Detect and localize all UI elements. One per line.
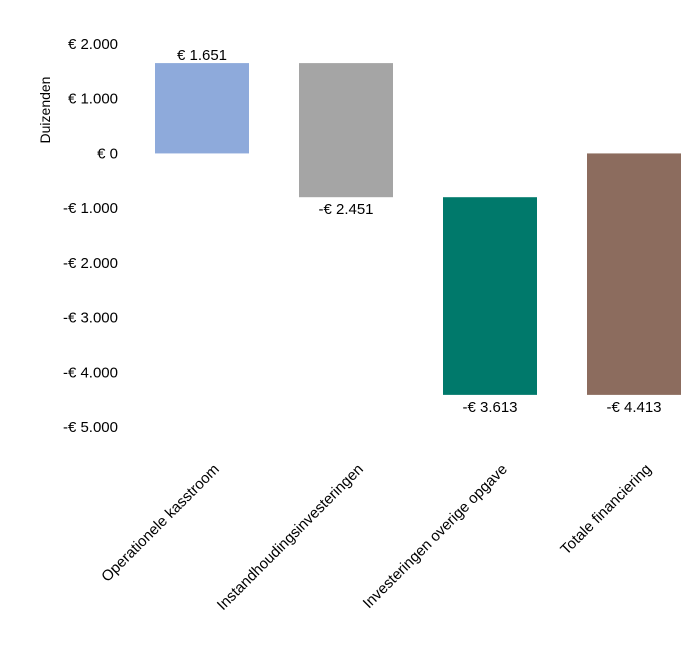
y-tick-label: € 0 (97, 145, 118, 162)
y-tick-label: -€ 2.000 (63, 255, 118, 272)
bars (155, 63, 681, 395)
y-tick-label: -€ 3.000 (63, 310, 118, 327)
bar (155, 63, 249, 154)
bar (299, 63, 393, 198)
bar (587, 153, 681, 395)
y-axis-ticks: € 2.000 € 1.000 € 0 -€ 1.000 -€ 2.000 -€ 3.00… (63, 36, 118, 436)
data-label: -€ 4.413 (606, 399, 661, 416)
y-tick-label: € 2.000 (68, 36, 118, 53)
y-tick-label: € 1.000 (68, 91, 118, 108)
data-label: -€ 3.613 (462, 399, 517, 416)
data-label: € 1.651 (177, 47, 227, 64)
category-label: Instandhoudingsinvesteringen (214, 461, 367, 614)
category-label: Operationele kasstroom (98, 461, 223, 586)
category-labels: Operationele kasstroomInstandhoudingsinv… (98, 461, 655, 614)
data-labels: € 1.651 -€ 2.451 -€ 3.613 -€ 4.413 (177, 47, 662, 416)
y-tick-label: -€ 4.000 (63, 364, 118, 381)
y-tick-label: -€ 1.000 (63, 200, 118, 217)
category-label: Investeringen overige opgave (360, 461, 511, 612)
data-label: -€ 2.451 (318, 201, 373, 218)
y-axis-label: Duizenden (37, 77, 53, 144)
category-label: Totale financiering (557, 461, 655, 559)
y-tick-label: -€ 5.000 (63, 419, 118, 436)
bar (443, 197, 537, 395)
